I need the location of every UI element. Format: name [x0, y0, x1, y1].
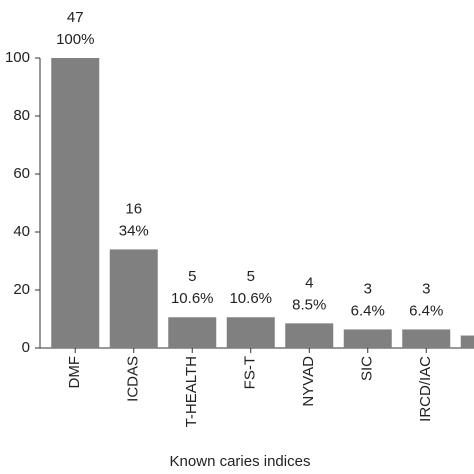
- bar: [109, 249, 158, 348]
- x-tick-label: ICDAS: [125, 356, 142, 402]
- y-tick-label: 40: [13, 223, 30, 240]
- value-label: 10.6%: [229, 290, 272, 307]
- y-tick-label: 100: [5, 49, 30, 66]
- value-label: 6.4%: [409, 302, 443, 319]
- bar: [343, 329, 392, 348]
- value-label: 34%: [119, 222, 149, 239]
- value-label: 10.6%: [171, 290, 214, 307]
- x-tick-label: SIC: [359, 356, 376, 381]
- bar: [460, 335, 474, 348]
- bar: [168, 317, 217, 348]
- count-label: 4: [305, 274, 313, 291]
- bar: [226, 317, 275, 348]
- x-tick-label: T-HEALTH: [183, 356, 200, 427]
- x-axis-title: Known caries indices: [170, 453, 311, 470]
- y-tick-label: 20: [13, 281, 30, 298]
- count-label: 3: [364, 280, 372, 297]
- x-tick-label: DMF: [66, 356, 83, 389]
- value-label: 6.4%: [351, 302, 385, 319]
- x-tick-label: IRCD/IAC: [417, 356, 434, 422]
- x-tick-label: FS-T: [242, 356, 259, 389]
- y-tick-label: 60: [13, 165, 30, 182]
- x-tick-label: NYVAD: [300, 356, 317, 407]
- y-tick-label: 80: [13, 107, 30, 124]
- bar: [51, 58, 100, 348]
- y-tick-label: 0: [22, 339, 30, 356]
- count-label: 16: [125, 200, 142, 217]
- value-label: 100%: [56, 31, 94, 48]
- count-label: 5: [188, 268, 196, 285]
- count-label: 5: [247, 268, 255, 285]
- bar: [285, 323, 334, 348]
- count-label: 3: [422, 280, 430, 297]
- bar: [402, 329, 451, 348]
- count-label: 47: [67, 9, 84, 26]
- value-label: 8.5%: [292, 296, 326, 313]
